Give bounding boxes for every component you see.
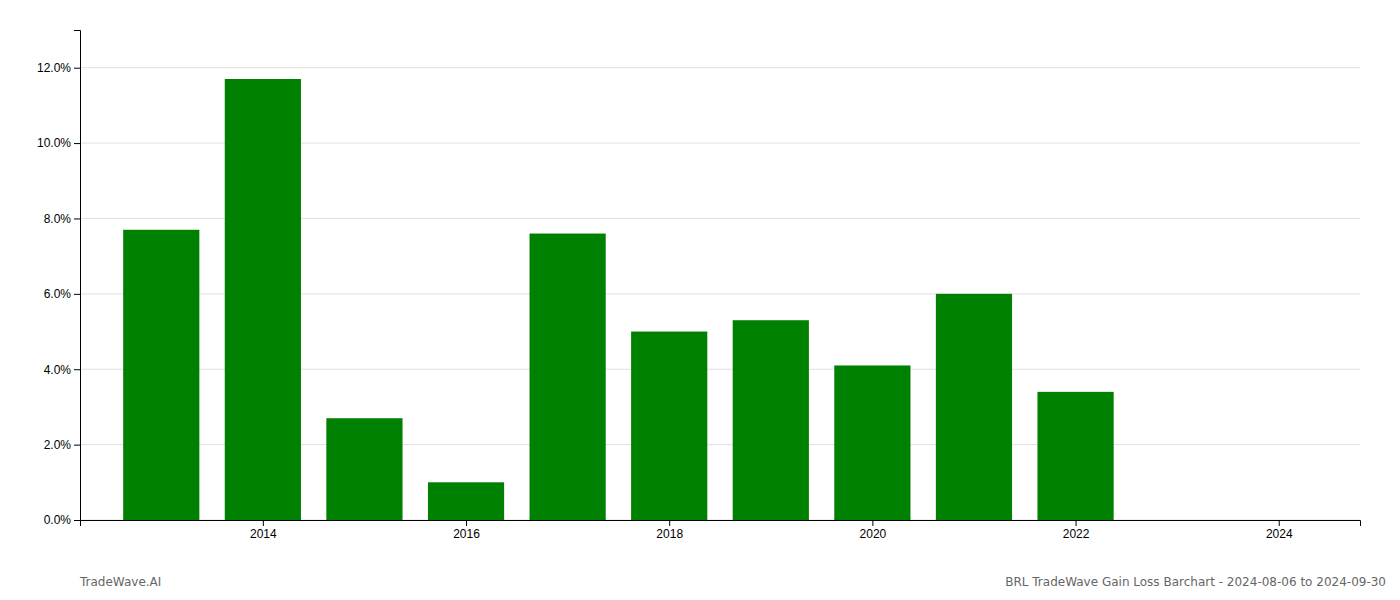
tick: 2018 bbox=[656, 520, 683, 541]
tick: 0.0% bbox=[44, 513, 80, 527]
tick: 4.0% bbox=[44, 363, 80, 377]
bar bbox=[1037, 392, 1113, 520]
tick-mark bbox=[263, 520, 264, 526]
bar bbox=[834, 365, 910, 520]
x-axis: 2014 2016 2018 2020 2022 2024 bbox=[81, 520, 1361, 541]
tick-mark bbox=[74, 218, 80, 219]
tick: 12.0% bbox=[37, 61, 80, 75]
bar bbox=[225, 79, 301, 520]
tick-mark bbox=[1076, 520, 1077, 526]
tick-mark bbox=[74, 369, 80, 370]
tick-mark bbox=[872, 520, 873, 526]
y-axis: 0.0% 2.0% 4.0% 6.0% 8.0% 10.0% 12.0% bbox=[37, 31, 81, 528]
tick-mark bbox=[74, 520, 80, 521]
tick: 6.0% bbox=[44, 287, 80, 301]
bar bbox=[326, 418, 402, 520]
tick-mark bbox=[669, 520, 670, 526]
tick: 2.0% bbox=[44, 438, 80, 452]
tick: 2022 bbox=[1063, 520, 1090, 541]
grid-line bbox=[80, 67, 1360, 68]
tick-label: 4.0% bbox=[44, 363, 72, 377]
bar bbox=[1139, 520, 1215, 521]
tick-mark bbox=[74, 294, 80, 295]
tick-label: 2016 bbox=[453, 527, 480, 541]
tick: 2020 bbox=[860, 520, 887, 541]
tick-label: 2020 bbox=[860, 527, 887, 541]
tick: 2014 bbox=[250, 520, 277, 541]
tick: 2024 bbox=[1266, 520, 1293, 541]
tick-mark bbox=[74, 445, 80, 446]
tick-mark bbox=[74, 68, 80, 69]
bars bbox=[123, 79, 1113, 520]
bar bbox=[733, 320, 809, 520]
bar bbox=[530, 234, 606, 520]
chart: 0.0%2.0%4.0%6.0%8.0%10.0%12.0%2014201620… bbox=[0, 0, 1400, 600]
tick-label: 12.0% bbox=[37, 61, 71, 75]
tick-label: 0.0% bbox=[44, 513, 72, 527]
grid bbox=[80, 68, 1360, 520]
tick-label: 2018 bbox=[656, 527, 683, 541]
tick-mark bbox=[74, 143, 80, 144]
axis-line bbox=[81, 521, 1361, 527]
bar bbox=[631, 332, 707, 520]
tick-label: 2014 bbox=[250, 527, 277, 541]
bar bbox=[428, 482, 504, 520]
axis-line bbox=[74, 31, 81, 521]
plot: 0.0%2.0%4.0%6.0%8.0%10.0%12.0%2014201620… bbox=[37, 31, 1361, 541]
tick-label: 6.0% bbox=[44, 287, 72, 301]
tick: 2016 bbox=[453, 520, 480, 541]
tick-label: 2024 bbox=[1266, 527, 1293, 541]
tick-label: 10.0% bbox=[37, 136, 71, 150]
tick-label: 8.0% bbox=[44, 212, 72, 226]
annotation: BRL TradeWave Gain Loss Barchart - 2024-… bbox=[1005, 575, 1386, 589]
tick-label: 2.0% bbox=[44, 438, 72, 452]
tick: 8.0% bbox=[44, 212, 80, 226]
bar bbox=[123, 230, 199, 520]
tick-mark bbox=[466, 520, 467, 526]
tick-label: 2022 bbox=[1063, 527, 1090, 541]
annotation: TradeWave.AI bbox=[79, 575, 161, 589]
tick: 10.0% bbox=[37, 136, 80, 150]
bar bbox=[936, 294, 1012, 520]
tick-mark bbox=[1279, 520, 1280, 526]
